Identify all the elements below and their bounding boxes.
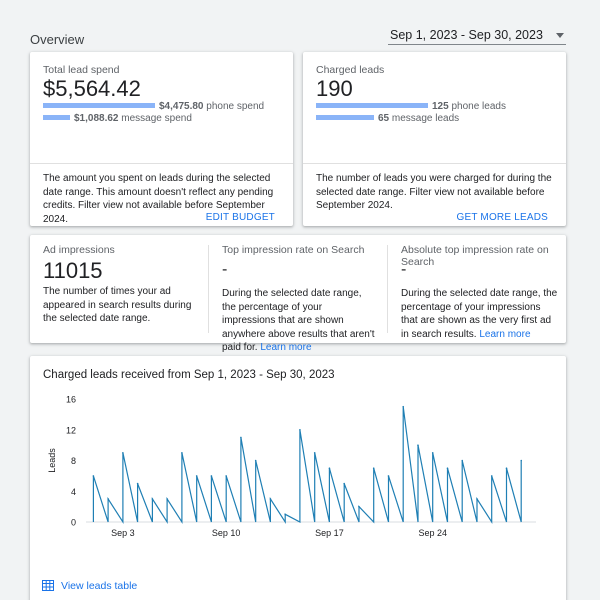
data-point [92, 475, 95, 477]
data-point [505, 467, 508, 469]
overview-title: Overview [30, 32, 85, 47]
data-point [461, 459, 464, 462]
phone-leads-suffix: phone leads [448, 101, 506, 112]
date-range-value: Sep 1, 2023 - Sep 30, 2023 [390, 28, 543, 42]
data-point [446, 467, 449, 469]
leads-series-line [92, 406, 522, 525]
message-leads-amount: 65 [378, 113, 390, 124]
message-spend-text: $1,088.62 message spend [74, 113, 192, 124]
y-tick-label: 16 [66, 395, 76, 405]
leads-label: Charged leads [316, 64, 385, 76]
ad-impressions-description: The number of times your ad appeared in … [43, 286, 192, 324]
data-point [328, 467, 331, 469]
data-point [225, 475, 227, 477]
data-point [195, 475, 198, 477]
top-impression-description: During the selected date range, the perc… [222, 287, 377, 355]
y-axis-label: Leads [47, 448, 57, 473]
data-point [520, 459, 523, 462]
y-tick-label: 12 [66, 425, 76, 435]
message-leads-suffix: message leads [389, 113, 460, 124]
message-leads-text: 65 message leads [378, 113, 459, 124]
data-point [358, 505, 360, 508]
data-point [151, 498, 154, 500]
spend-description: The amount you spent on leads during the… [43, 173, 274, 225]
data-point [284, 513, 286, 516]
data-point [343, 482, 345, 485]
card-divider [30, 163, 293, 164]
table-icon[interactable] [42, 580, 54, 591]
data-point [136, 482, 139, 485]
top-impression-value: - [222, 261, 228, 278]
data-point [107, 498, 109, 500]
data-point [402, 405, 405, 408]
x-tick-label: Sep 17 [315, 528, 344, 538]
data-point [372, 467, 375, 469]
date-range-select[interactable]: Sep 1, 2023 - Sep 30, 2023 [388, 28, 566, 45]
view-leads-table-link[interactable]: View leads table [61, 580, 138, 592]
lead-spend-card: Total lead spend $5,564.42 $4,475.80 pho… [30, 52, 293, 226]
absolute-top-label: Absolute top impression rate on Search [401, 244, 549, 268]
data-point [490, 475, 493, 477]
impressions-card: Ad impressions 11015 The number of times… [30, 235, 566, 353]
chart-title: Charged leads received from Sep 1, 2023 … [43, 369, 335, 381]
data-point [254, 459, 257, 462]
leads-value: 190 [316, 76, 353, 101]
y-tick-label: 4 [71, 487, 76, 497]
phone-spend-text: $4,475.80 phone spend [159, 101, 264, 112]
data-point [122, 452, 124, 454]
data-point [417, 444, 419, 446]
top-impression-text: During the selected date range, the perc… [222, 288, 375, 353]
phone-leads-bar [316, 103, 428, 108]
data-point [313, 452, 316, 454]
message-leads-bar [316, 115, 374, 120]
y-tick-label: 0 [71, 518, 76, 528]
data-point [210, 475, 213, 477]
get-more-leads-button[interactable]: GET MORE LEADS [456, 212, 548, 223]
absolute-top-description: During the selected date range, the perc… [401, 287, 559, 341]
data-point [240, 436, 242, 439]
phone-leads-amount: 125 [432, 101, 449, 112]
x-tick-label: Sep 3 [111, 528, 135, 538]
metric-separator [208, 245, 209, 333]
ad-impressions-value: 11015 [43, 258, 103, 283]
absolute-top-text: During the selected date range, the perc… [401, 288, 558, 340]
data-point [181, 452, 183, 454]
phone-spend-suffix: phone spend [203, 101, 265, 112]
top-impression-label: Top impression rate on Search [222, 244, 365, 256]
data-point [299, 428, 301, 431]
absolute-top-value: - [401, 261, 407, 278]
spend-label: Total lead spend [43, 64, 120, 76]
ad-impressions-label: Ad impressions [43, 244, 115, 256]
dropdown-caret-icon [556, 33, 564, 38]
data-point [269, 498, 272, 500]
data-point [476, 498, 478, 500]
phone-leads-text: 125 phone leads [432, 101, 506, 112]
leads-description: The number of leads you were charged for… [316, 173, 552, 211]
data-point [431, 452, 434, 454]
message-spend-bar [43, 115, 70, 120]
data-point [166, 498, 168, 500]
x-tick-label: Sep 24 [418, 528, 447, 538]
charged-leads-card: Charged leads 190 125 phone leads 65 mes… [303, 52, 566, 226]
y-tick-label: 8 [71, 456, 76, 466]
metric-separator [387, 245, 388, 333]
message-spend-suffix: message spend [118, 113, 192, 124]
data-point [387, 475, 390, 477]
absolute-top-learn-more-link[interactable]: Learn more [479, 328, 531, 340]
leads-line-chart: 0 4 8 12 16 Leads Sep 3 Sep 10 Sep 17 Sep 24 [47, 395, 536, 538]
leads-chart-card: Charged leads received from Sep 1, 2023 … [30, 356, 566, 600]
edit-budget-button[interactable]: EDIT BUDGET [205, 212, 275, 223]
spend-value: $5,564.42 [43, 76, 141, 101]
x-tick-label: Sep 10 [212, 528, 241, 538]
phone-spend-amount: $4,475.80 [159, 101, 204, 112]
message-spend-amount: $1,088.62 [74, 113, 119, 124]
card-divider [303, 163, 566, 164]
phone-spend-bar [43, 103, 155, 108]
top-impression-learn-more-link[interactable]: Learn more [260, 342, 312, 353]
